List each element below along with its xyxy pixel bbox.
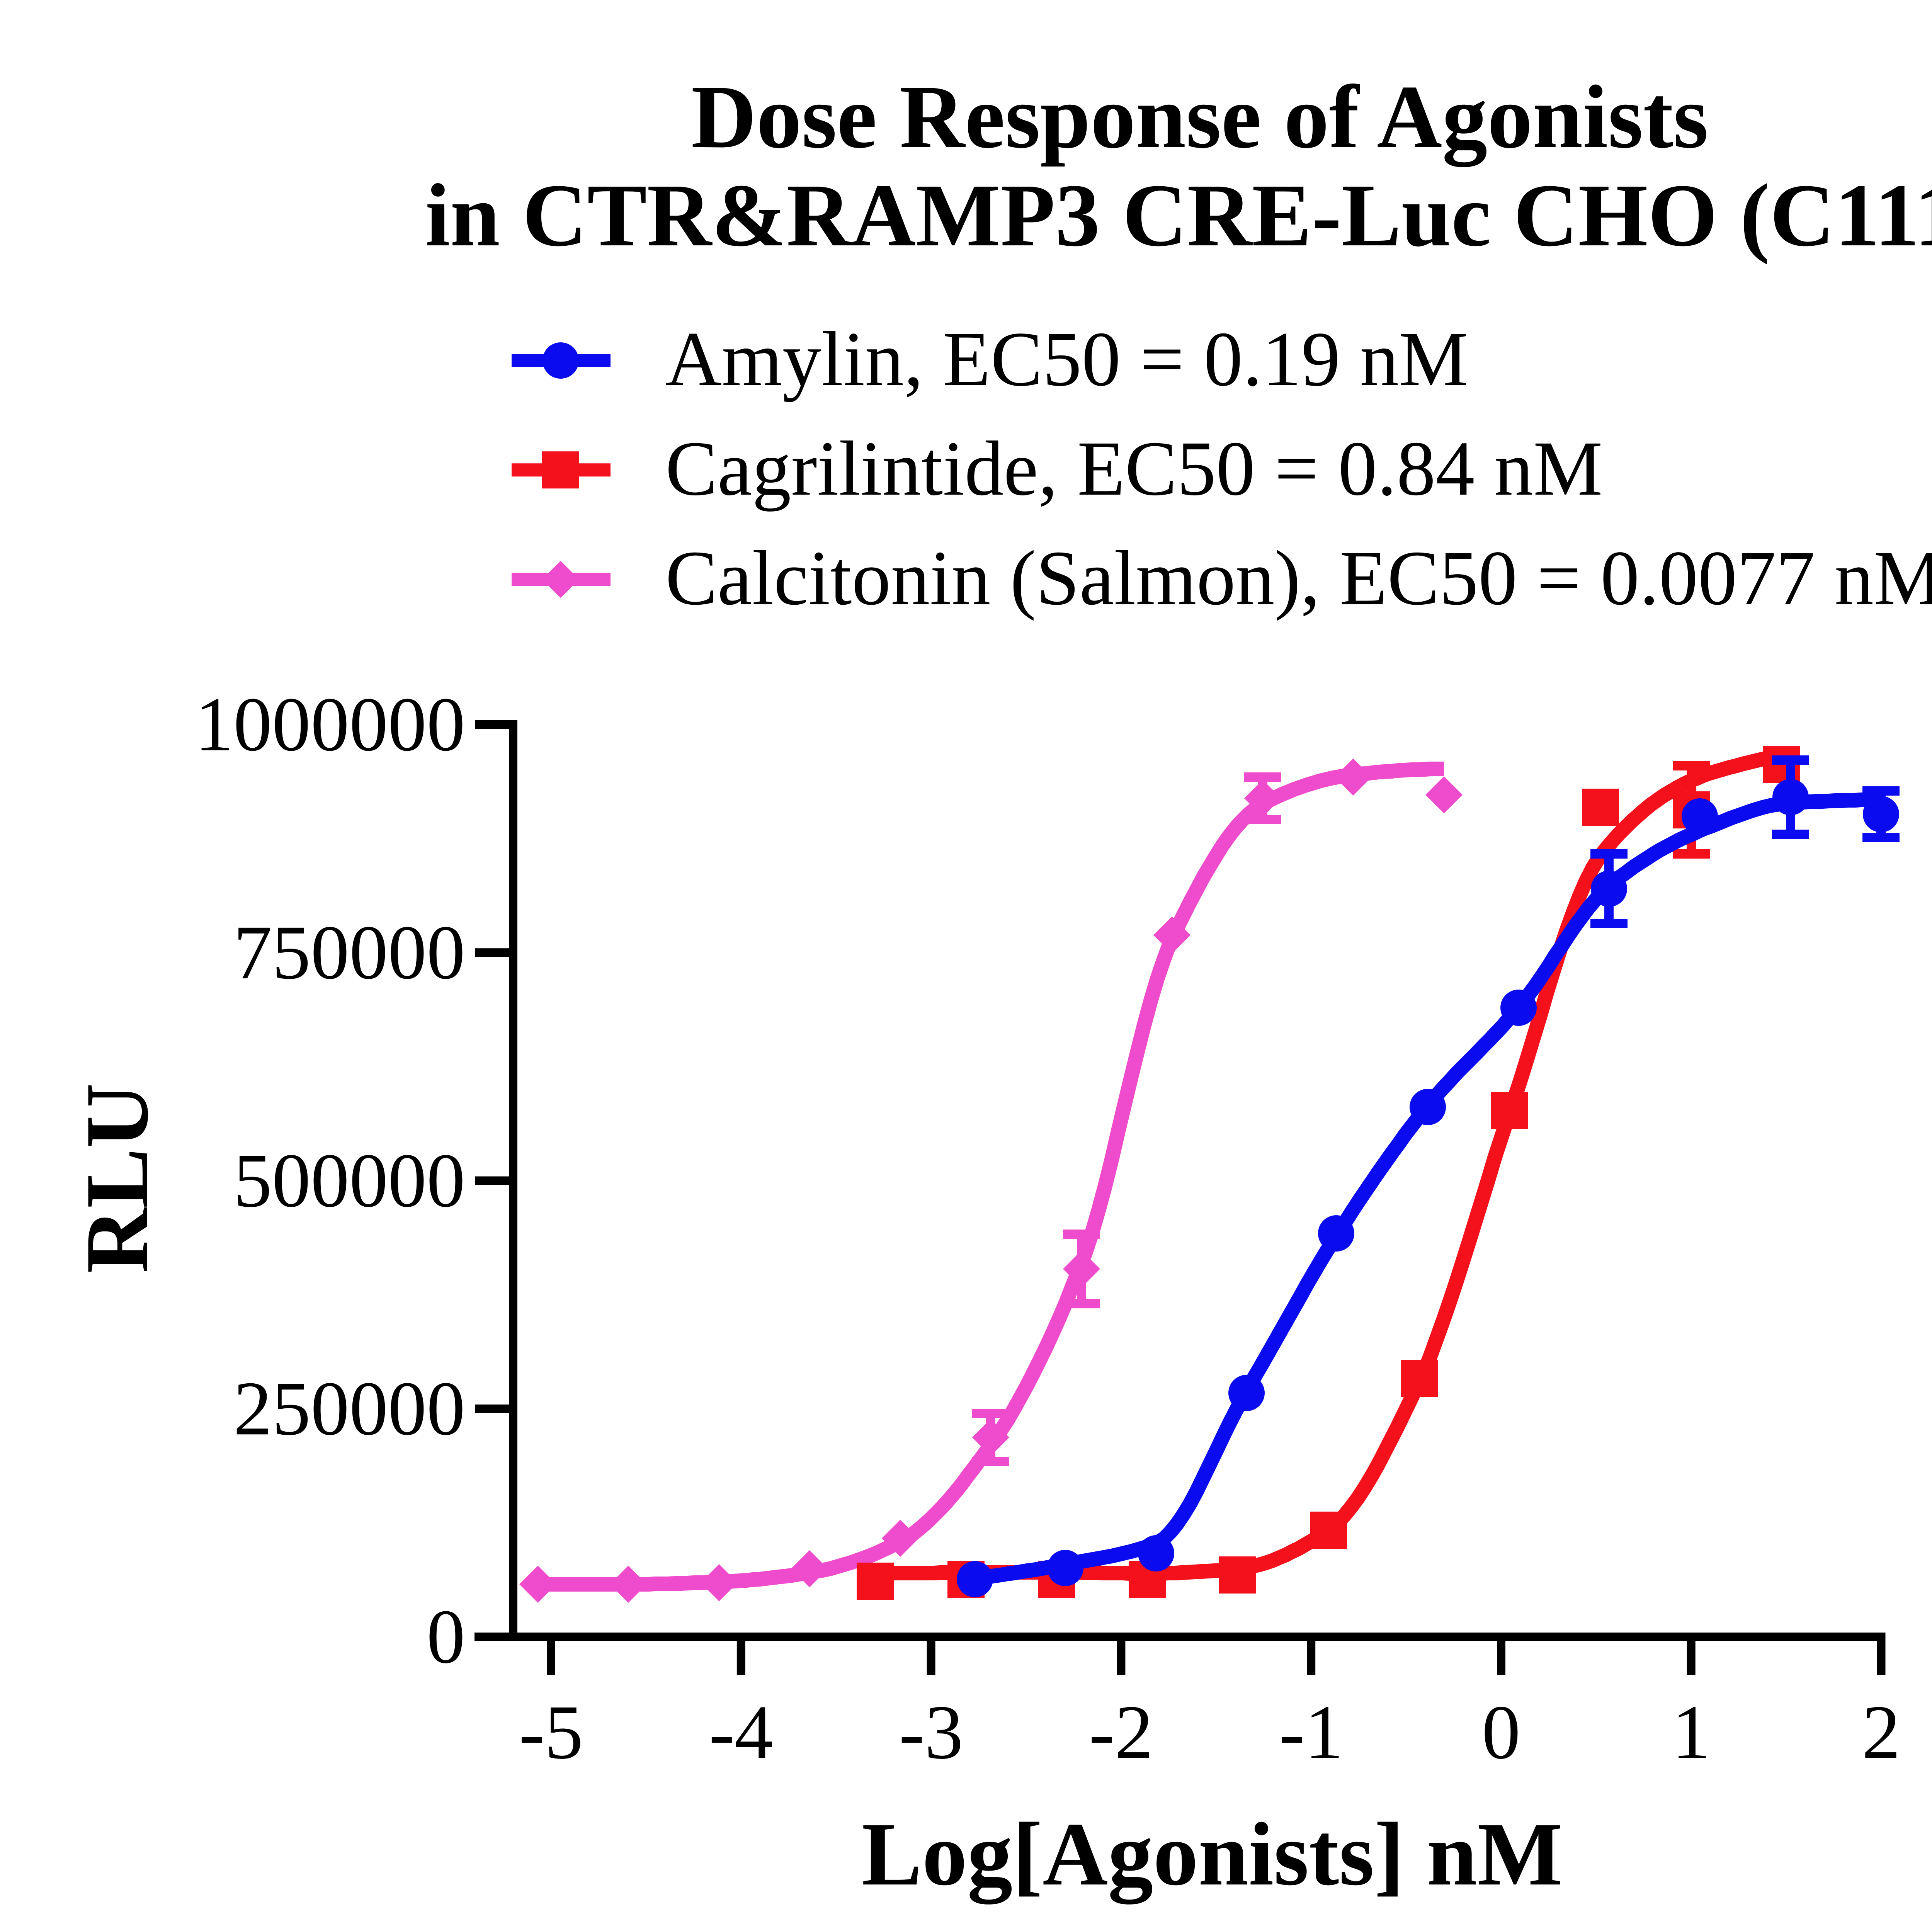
svg-text:0: 0 — [1482, 1690, 1520, 1775]
svg-text:-4: -4 — [709, 1690, 773, 1775]
svg-text:-2: -2 — [1089, 1690, 1153, 1775]
svg-text:Cagrilintide, EC50 = 0.84 nM: Cagrilintide, EC50 = 0.84 nM — [665, 425, 1603, 512]
svg-text:-1: -1 — [1279, 1690, 1344, 1775]
svg-text:Calcitonin (Salmon), EC50 = 0.: Calcitonin (Salmon), EC50 = 0.0077 nM — [665, 535, 1932, 621]
svg-text:Amylin, EC50 = 0.19 nM: Amylin, EC50 = 0.19 nM — [665, 316, 1468, 402]
svg-text:0: 0 — [427, 1594, 465, 1680]
svg-text:in CTR&RAMP3 CRE-Luc CHO (C111: in CTR&RAMP3 CRE-Luc CHO (C111) — [425, 166, 1932, 265]
svg-text:Log[Agonists] nM: Log[Agonists] nM — [862, 1804, 1563, 1905]
svg-text:1000000: 1000000 — [195, 682, 465, 767]
svg-text:Dose Response of Agonists: Dose Response of Agonists — [691, 66, 1709, 167]
svg-text:500000: 500000 — [233, 1138, 465, 1223]
svg-text:2: 2 — [1862, 1690, 1901, 1775]
svg-text:-5: -5 — [519, 1690, 583, 1775]
svg-text:1: 1 — [1672, 1690, 1711, 1775]
svg-text:250000: 250000 — [233, 1366, 465, 1451]
svg-text:RLU: RLU — [67, 1083, 167, 1273]
svg-text:750000: 750000 — [233, 910, 465, 995]
svg-text:-3: -3 — [899, 1690, 963, 1775]
